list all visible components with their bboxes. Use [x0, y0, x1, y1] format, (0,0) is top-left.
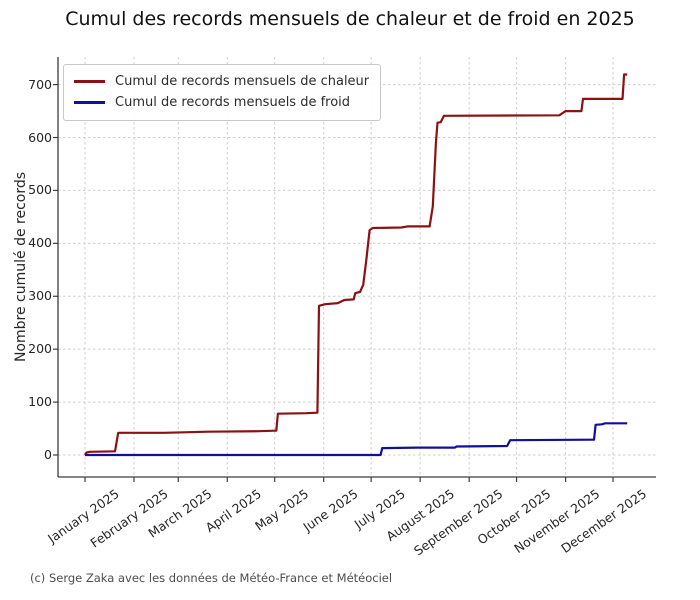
y-tick-label: 600	[28, 129, 52, 145]
legend-label-chaleur: Cumul de records mensuels de chaleur	[115, 74, 370, 89]
legend: Cumul de records mensuels de chaleur Cum…	[63, 64, 382, 121]
series-line-froid	[85, 422, 628, 457]
legend-item-chaleur: Cumul de records mensuels de chaleur	[74, 71, 369, 92]
y-tick-label: 0	[44, 447, 52, 462]
chart-title: Cumul des records mensuels de chaleur et…	[65, 8, 635, 30]
legend-item-froid: Cumul de records mensuels de froid	[74, 92, 369, 113]
y-tick-label: 700	[28, 76, 52, 92]
y-tick-label: 200	[28, 341, 52, 357]
y-tick-label: 400	[28, 235, 52, 251]
y-tick-label: 300	[28, 288, 52, 304]
series-line-chaleur	[84, 73, 628, 456]
credit-text: (c) Serge Zaka avec les données de Météo…	[30, 571, 393, 585]
legend-label-froid: Cumul de records mensuels de froid	[115, 95, 351, 110]
y-tick-label: 500	[28, 182, 52, 198]
cold-line-swatch	[74, 101, 105, 104]
y-tick-label: 100	[28, 394, 52, 410]
heat-line-swatch	[74, 80, 105, 83]
